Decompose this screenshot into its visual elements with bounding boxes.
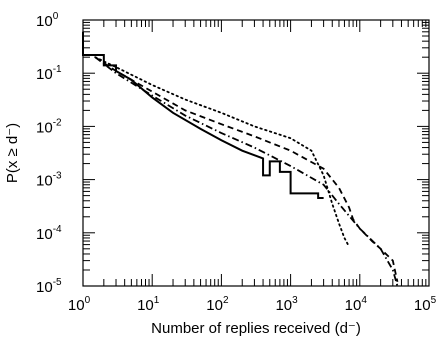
y-tick-label: 10-4 — [36, 224, 62, 243]
series-line-dashdot — [94, 56, 399, 287]
x-tick-label: 101 — [137, 295, 160, 314]
x-axis-title: Number of replies received (d⁻) — [151, 320, 361, 337]
plot-series — [82, 31, 399, 287]
series-line-dashed — [94, 56, 399, 282]
y-tick-label: 10-3 — [36, 171, 62, 190]
y-axis-title: P(x ≥ d⁻) — [4, 123, 21, 183]
tick-labels: 100 101 102 103 104 105 100 10-1 10-2 10-3 10-4 10-… — [36, 11, 437, 314]
y-tick-label: 10-2 — [36, 117, 62, 136]
y-tick-label: 10-5 — [36, 277, 62, 296]
x-tick-label: 102 — [206, 295, 229, 314]
x-tick-label: 103 — [275, 295, 298, 314]
x-tick-label: 100 — [68, 295, 91, 314]
axis-ticks — [82, 19, 430, 287]
series-line-dotted — [94, 56, 350, 248]
x-tick-label: 105 — [414, 295, 437, 314]
y-tick-label: 100 — [36, 11, 59, 30]
series-line-solid — [82, 31, 324, 200]
x-tick-label: 104 — [345, 295, 368, 314]
plot-frame — [82, 19, 430, 287]
y-tick-label: 10-1 — [36, 64, 62, 83]
